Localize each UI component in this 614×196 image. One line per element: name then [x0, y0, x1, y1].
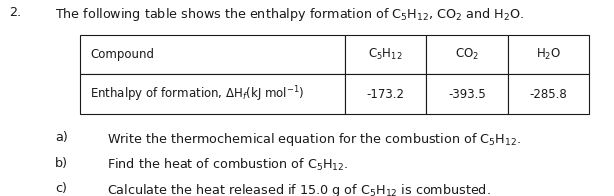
Text: Write the thermochemical equation for the combustion of C$_5$H$_{12}$.: Write the thermochemical equation for th…: [107, 131, 521, 148]
Text: b): b): [55, 157, 68, 170]
Text: 2.: 2.: [9, 6, 21, 19]
Text: Find the heat of combustion of C$_5$H$_{12}$.: Find the heat of combustion of C$_5$H$_{…: [107, 157, 349, 173]
Text: Calculate the heat released if 15.0 g of C$_5$H$_{12}$ is combusted.: Calculate the heat released if 15.0 g of…: [107, 182, 491, 196]
Text: The following table shows the enthalpy formation of C$_5$H$_{12}$, CO$_2$ and H$: The following table shows the enthalpy f…: [55, 6, 524, 23]
Text: c): c): [55, 182, 67, 195]
Text: a): a): [55, 131, 68, 144]
